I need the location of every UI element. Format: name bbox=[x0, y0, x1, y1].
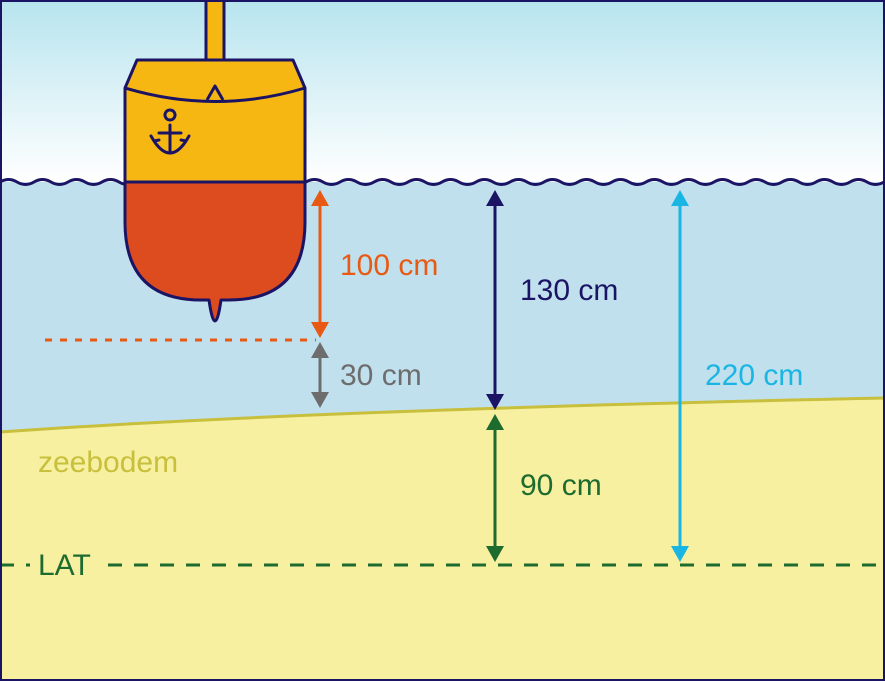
seabed-label: zeebodem bbox=[38, 446, 178, 479]
label-depth: 130 cm bbox=[520, 274, 618, 307]
label-ukc: 30 cm bbox=[340, 359, 422, 392]
ship-deck bbox=[125, 60, 305, 182]
lat-label: LAT bbox=[38, 549, 91, 582]
label-draft: 100 cm bbox=[340, 249, 438, 282]
label-rise: 90 cm bbox=[520, 469, 602, 502]
label-total: 220 cm bbox=[705, 359, 803, 392]
seabed-region bbox=[0, 398, 885, 681]
